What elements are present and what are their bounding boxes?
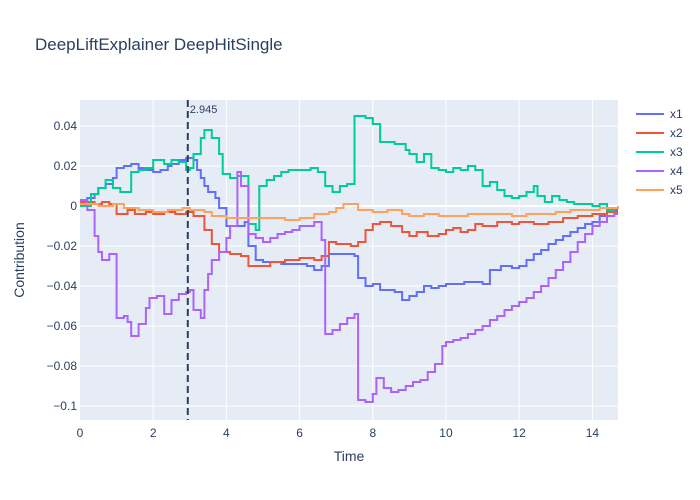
series-group <box>80 115 619 403</box>
x-tick-labels: 0 2 4 6 8 10 12 14 <box>77 426 600 440</box>
legend-label: x2 <box>670 126 683 140</box>
x-tick-label: 4 <box>223 426 230 440</box>
x-tick-label: 10 <box>439 426 453 440</box>
series-line-x5 <box>80 203 619 221</box>
y-tick-label: 0.04 <box>54 119 78 133</box>
series-line-x2 <box>80 201 618 267</box>
legend-label: x5 <box>670 183 683 197</box>
x-tick-label: 6 <box>296 426 303 440</box>
x-axis-title: Time <box>334 448 365 464</box>
y-tick-label: −0.1 <box>53 399 77 413</box>
legend-item-x2[interactable]: x2 <box>636 126 683 140</box>
x-tick-label: 2 <box>150 426 157 440</box>
x-tick-label: 0 <box>77 426 84 440</box>
legend-label: x4 <box>670 164 683 178</box>
x-tick-label: 12 <box>513 426 527 440</box>
legend[interactable]: x1 x2 x3 x4 x5 <box>636 107 683 197</box>
y-tick-label: 0.02 <box>54 159 78 173</box>
legend-label: x3 <box>670 145 683 159</box>
x-tick-label: 14 <box>586 426 600 440</box>
legend-item-x4[interactable]: x4 <box>636 164 683 178</box>
y-tick-label: −0.08 <box>47 359 78 373</box>
y-tick-label: −0.02 <box>47 239 78 253</box>
series-line-x1 <box>80 157 618 301</box>
x-grid <box>152 100 593 420</box>
x-tick-label: 8 <box>369 426 376 440</box>
vertical-marker: 2.945 <box>186 100 218 420</box>
vline-label: 2.945 <box>190 104 218 116</box>
y-tick-label: −0.06 <box>47 319 78 333</box>
series-line-x4 <box>80 171 618 403</box>
legend-item-x5[interactable]: x5 <box>636 183 683 197</box>
chart-title: DeepLiftExplainer DeepHitSingle <box>35 35 283 54</box>
series-line-x3 <box>80 115 618 231</box>
y-tick-labels: 0.04 0.02 0 −0.02 −0.04 −0.06 −0.08 −0.1 <box>47 119 78 413</box>
y-tick-label: 0 <box>70 199 77 213</box>
plot-area <box>80 100 618 420</box>
legend-label: x1 <box>670 107 683 121</box>
legend-item-x1[interactable]: x1 <box>636 107 683 121</box>
legend-item-x3[interactable]: x3 <box>636 145 683 159</box>
y-tick-label: −0.04 <box>47 279 78 293</box>
y-axis-title: Contribution <box>11 222 27 298</box>
